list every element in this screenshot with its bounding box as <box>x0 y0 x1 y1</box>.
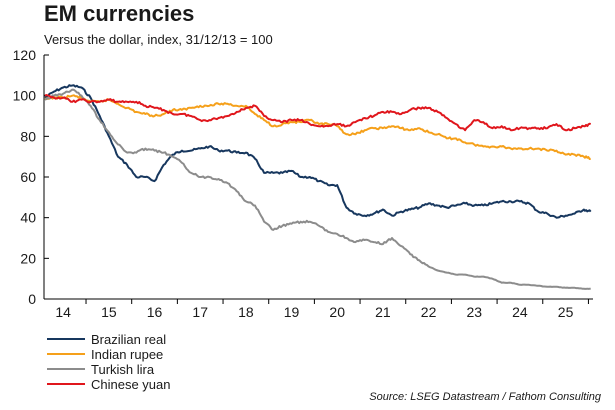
x-tick-label: 19 <box>284 304 300 320</box>
y-axis: 0 20 40 60 80 100 120 <box>13 47 49 307</box>
x-tick-label: 18 <box>238 304 254 320</box>
y-tick-label: 100 <box>13 88 37 104</box>
legend-label: Brazilian real <box>91 332 166 347</box>
x-axis: 14 15 16 17 18 19 20 21 22 23 24 25 <box>44 298 593 320</box>
legend-label: Turkish lira <box>91 362 155 377</box>
chart-title: EM currencies <box>44 1 195 26</box>
series-line-chinese-yuan <box>44 94 592 132</box>
x-tick-label: 24 <box>512 304 528 320</box>
x-tick-label: 21 <box>375 304 391 320</box>
y-tick-label: 60 <box>20 169 36 185</box>
x-tick-label: 25 <box>558 304 574 320</box>
source-note: Source: LSEG Datastream / Fathom Consult… <box>369 391 601 403</box>
series-line-turkish-lira <box>44 88 591 290</box>
x-tick-label: 15 <box>101 304 117 320</box>
chart-subtitle: Versus the dollar, index, 31/12/13 = 100 <box>44 32 273 47</box>
series-line-indian-rupee <box>44 94 591 160</box>
x-tick-label: 14 <box>55 304 71 320</box>
x-tick-label: 17 <box>192 304 208 320</box>
y-tick-label: 0 <box>28 291 36 307</box>
legend-label: Chinese yuan <box>91 377 171 392</box>
y-tick-label: 40 <box>20 210 36 226</box>
x-tick-label: 22 <box>421 304 437 320</box>
y-tick-label: 20 <box>20 250 36 266</box>
x-tick-label: 23 <box>466 304 482 320</box>
x-tick-label: 16 <box>147 304 163 320</box>
series-line-brazilian-real <box>44 84 592 219</box>
plot-area <box>44 84 592 290</box>
y-tick-label: 80 <box>20 128 36 144</box>
x-tick-label: 20 <box>329 304 345 320</box>
legend-label: Indian rupee <box>91 347 163 362</box>
y-tick-label: 120 <box>13 47 37 63</box>
